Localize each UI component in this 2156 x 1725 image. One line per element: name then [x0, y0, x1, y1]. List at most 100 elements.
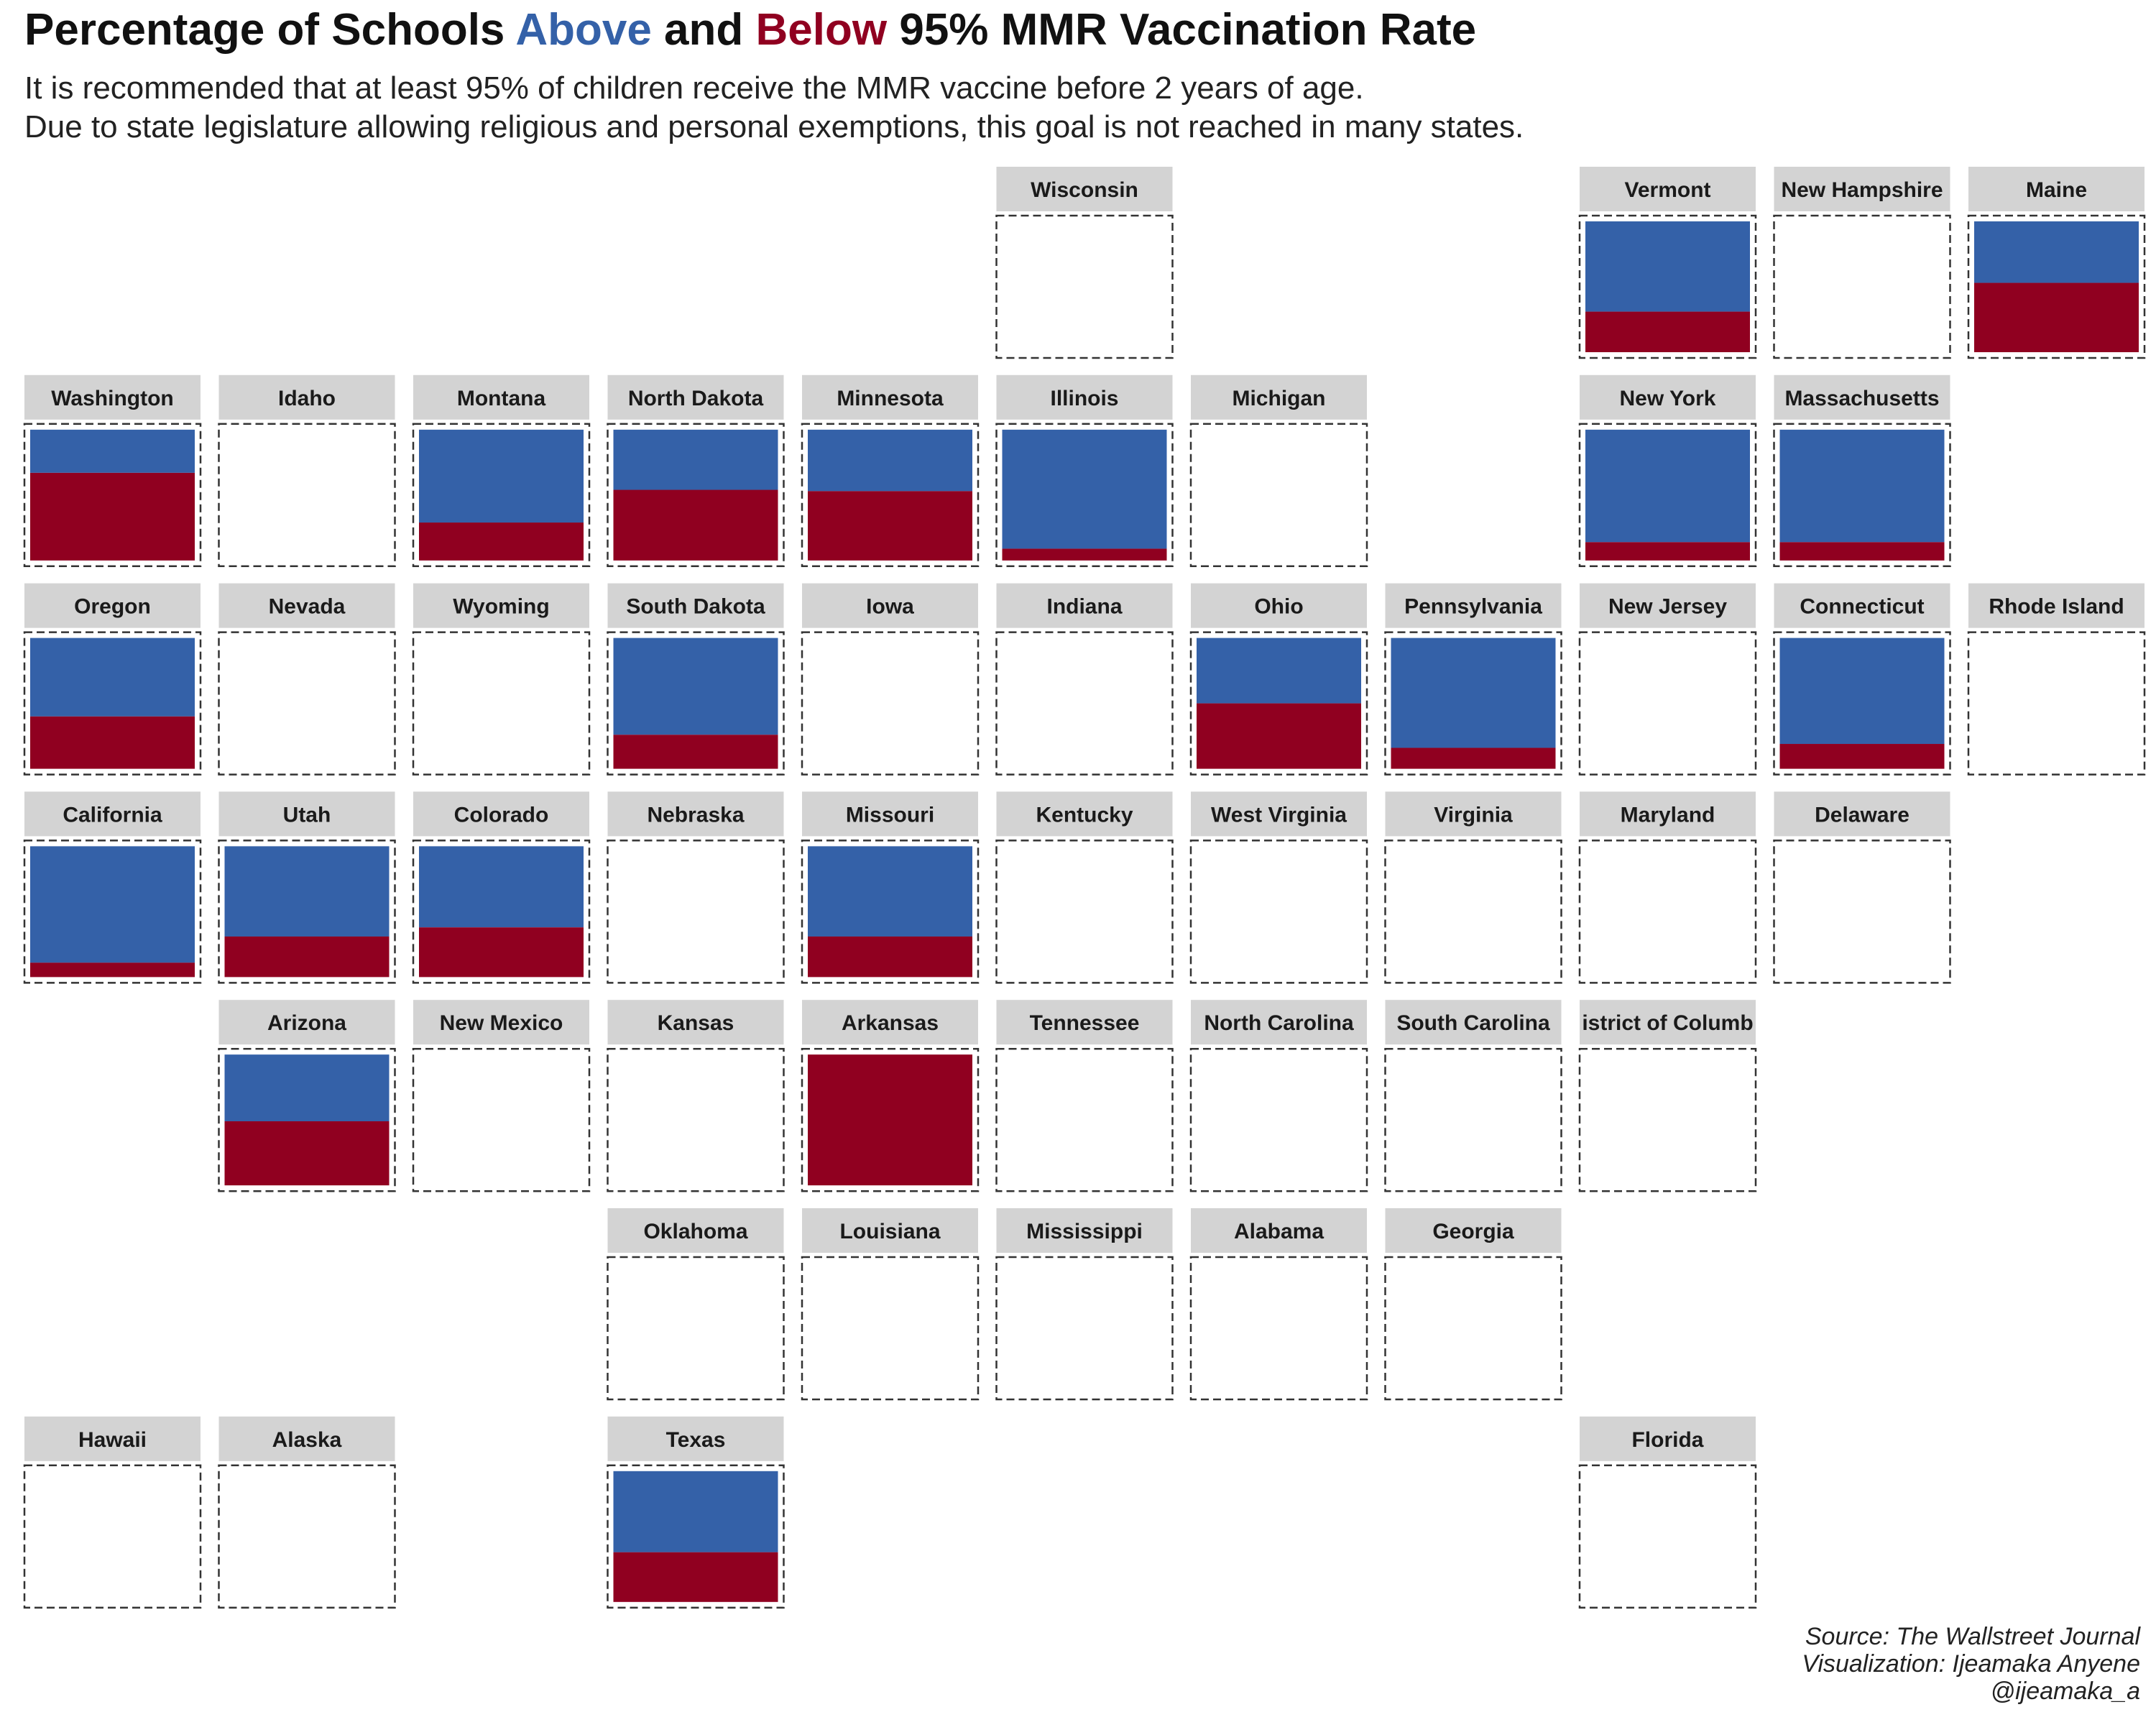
- facet-label-alabama: Alabama: [1234, 1220, 1324, 1243]
- facet-label-oregon: Oregon: [74, 595, 151, 619]
- facet-label-wisconsin: Wisconsin: [1031, 178, 1138, 202]
- facet-label-minnesota: Minnesota: [837, 387, 944, 410]
- facet-label-texas: Texas: [666, 1428, 726, 1452]
- facet-strip-north-dakota: [607, 374, 784, 420]
- bar-below-north-dakota: [613, 489, 778, 561]
- facet-label-maryland: Maryland: [1621, 803, 1715, 827]
- facet-panel-idaho: [218, 423, 396, 568]
- facet-strip-alaska: [218, 1416, 395, 1461]
- facet-panel-new-hampshire: [1773, 214, 1951, 359]
- facet-strip-colorado: [413, 791, 589, 837]
- facet-label-mississippi: Mississippi: [1026, 1220, 1143, 1243]
- facet-panel-florida: [1578, 1464, 1757, 1609]
- facet-strip-wyoming: [413, 583, 589, 628]
- bar-above-colorado: [419, 846, 584, 928]
- facet-label-michigan: Michigan: [1232, 387, 1325, 410]
- facet-strip-minnesota: [802, 374, 978, 420]
- bar-below-pennsylvania: [1391, 748, 1556, 769]
- facet-strip-missouri: [802, 791, 978, 837]
- facet-label-west-virginia: West Virginia: [1211, 803, 1347, 827]
- title-above-word: Above: [515, 5, 652, 55]
- facet-label-illinois: Illinois: [1050, 387, 1118, 410]
- facet-label-ohio: Ohio: [1254, 595, 1303, 619]
- facet-label-rhode-island: Rhode Island: [1989, 595, 2124, 619]
- facet-strip-mississippi: [996, 1208, 1173, 1253]
- facet-label-georgia: Georgia: [1432, 1220, 1514, 1243]
- facet-panel-iowa: [801, 631, 980, 776]
- facet-label-oklahoma: Oklahoma: [643, 1220, 747, 1243]
- facet-panel-new-jersey: [1578, 631, 1757, 776]
- bar-above-utah: [224, 846, 390, 937]
- facet-label-kentucky: Kentucky: [1036, 803, 1133, 827]
- facet-panel-mississippi: [995, 1256, 1174, 1401]
- bar-above-texas: [613, 1471, 778, 1552]
- facet-strip-illinois: [996, 374, 1173, 420]
- facet-label-arkansas: Arkansas: [842, 1011, 939, 1035]
- bar-above-oregon: [30, 638, 195, 717]
- bar-below-arizona: [224, 1121, 390, 1186]
- facet-strip-tennessee: [996, 1000, 1173, 1045]
- facet-label-istrict-of-columb: istrict of Columb: [1582, 1011, 1753, 1035]
- bar-below-missouri: [808, 936, 972, 978]
- facet-panel-kansas: [607, 1047, 785, 1192]
- facet-label-delaware: Delaware: [1815, 803, 1909, 827]
- facet-label-florida: Florida: [1631, 1428, 1703, 1452]
- facet-panel-kentucky: [995, 840, 1174, 984]
- bar-below-massachusetts: [1779, 542, 1945, 561]
- subtitle-line-1: It is recommended that at least 95% of c…: [24, 70, 1364, 106]
- bar-below-new-york: [1585, 542, 1750, 561]
- facet-label-south-dakota: South Dakota: [626, 595, 765, 619]
- bar-above-minnesota: [808, 429, 972, 492]
- facet-strip-texas: [607, 1416, 784, 1461]
- facet-label-kansas: Kansas: [658, 1011, 734, 1035]
- facet-strip-california: [24, 791, 201, 837]
- chart-subtitle: It is recommended that at least 95% of c…: [24, 69, 1524, 147]
- facet-strip-georgia: [1385, 1208, 1562, 1253]
- facet-label-maine: Maine: [2026, 178, 2087, 202]
- facet-panel-oklahoma: [607, 1256, 785, 1401]
- facet-panel-nebraska: [607, 840, 785, 984]
- facet-strip-maine: [1968, 167, 2145, 211]
- bar-above-south-dakota: [613, 638, 778, 735]
- bar-above-california: [30, 846, 195, 963]
- bar-above-ohio: [1197, 638, 1361, 704]
- bar-above-vermont: [1585, 221, 1750, 312]
- facet-panel-louisiana: [801, 1256, 980, 1401]
- chart-title: Percentage of Schools Above and Below 95…: [24, 4, 1476, 55]
- facet-label-connecticut: Connecticut: [1800, 595, 1924, 619]
- facet-label-washington: Washington: [51, 387, 174, 410]
- facet-panel-maryland: [1578, 840, 1757, 984]
- caption-handle: @ijeamaka_a: [1990, 1678, 2140, 1705]
- facet-strip-south-carolina: [1385, 1000, 1562, 1045]
- facet-label-massachusetts: Massachusetts: [1784, 387, 1939, 410]
- facet-strip-nebraska: [607, 791, 784, 837]
- facet-strip-new-york: [1580, 374, 1756, 420]
- source-caption: Source: The Wallstreet Journal Visualiza…: [1802, 1623, 2140, 1705]
- facet-strip-north-carolina: [1191, 1000, 1367, 1045]
- bar-above-montana: [419, 429, 584, 523]
- facet-label-new-mexico: New Mexico: [440, 1011, 563, 1035]
- facet-label-california: California: [63, 803, 162, 827]
- facet-label-missouri: Missouri: [846, 803, 934, 827]
- bar-above-pennsylvania: [1391, 638, 1556, 748]
- facet-label-vermont: Vermont: [1624, 178, 1710, 202]
- title-part-2: and: [651, 5, 756, 55]
- facet-panel-nevada: [218, 631, 396, 776]
- facet-panel-michigan: [1189, 423, 1368, 568]
- facet-panel-istrict-of-columb: [1578, 1047, 1757, 1192]
- facet-strip-vermont: [1580, 167, 1756, 211]
- facet-panel-new-mexico: [412, 1047, 591, 1192]
- facet-panel-wyoming: [412, 631, 591, 776]
- facet-strip-massachusetts: [1774, 374, 1950, 420]
- bar-below-maine: [1974, 282, 2139, 352]
- bar-below-california: [30, 962, 195, 978]
- facet-strip-oregon: [24, 583, 201, 628]
- facet-strip-oklahoma: [607, 1208, 784, 1253]
- facet-panel-south-carolina: [1384, 1047, 1562, 1192]
- facet-strip-west-virginia: [1191, 791, 1367, 837]
- bar-below-washington: [30, 472, 195, 561]
- facet-strip-new-jersey: [1580, 583, 1756, 628]
- facet-label-montana: Montana: [457, 387, 546, 410]
- facet-strip-delaware: [1774, 791, 1950, 837]
